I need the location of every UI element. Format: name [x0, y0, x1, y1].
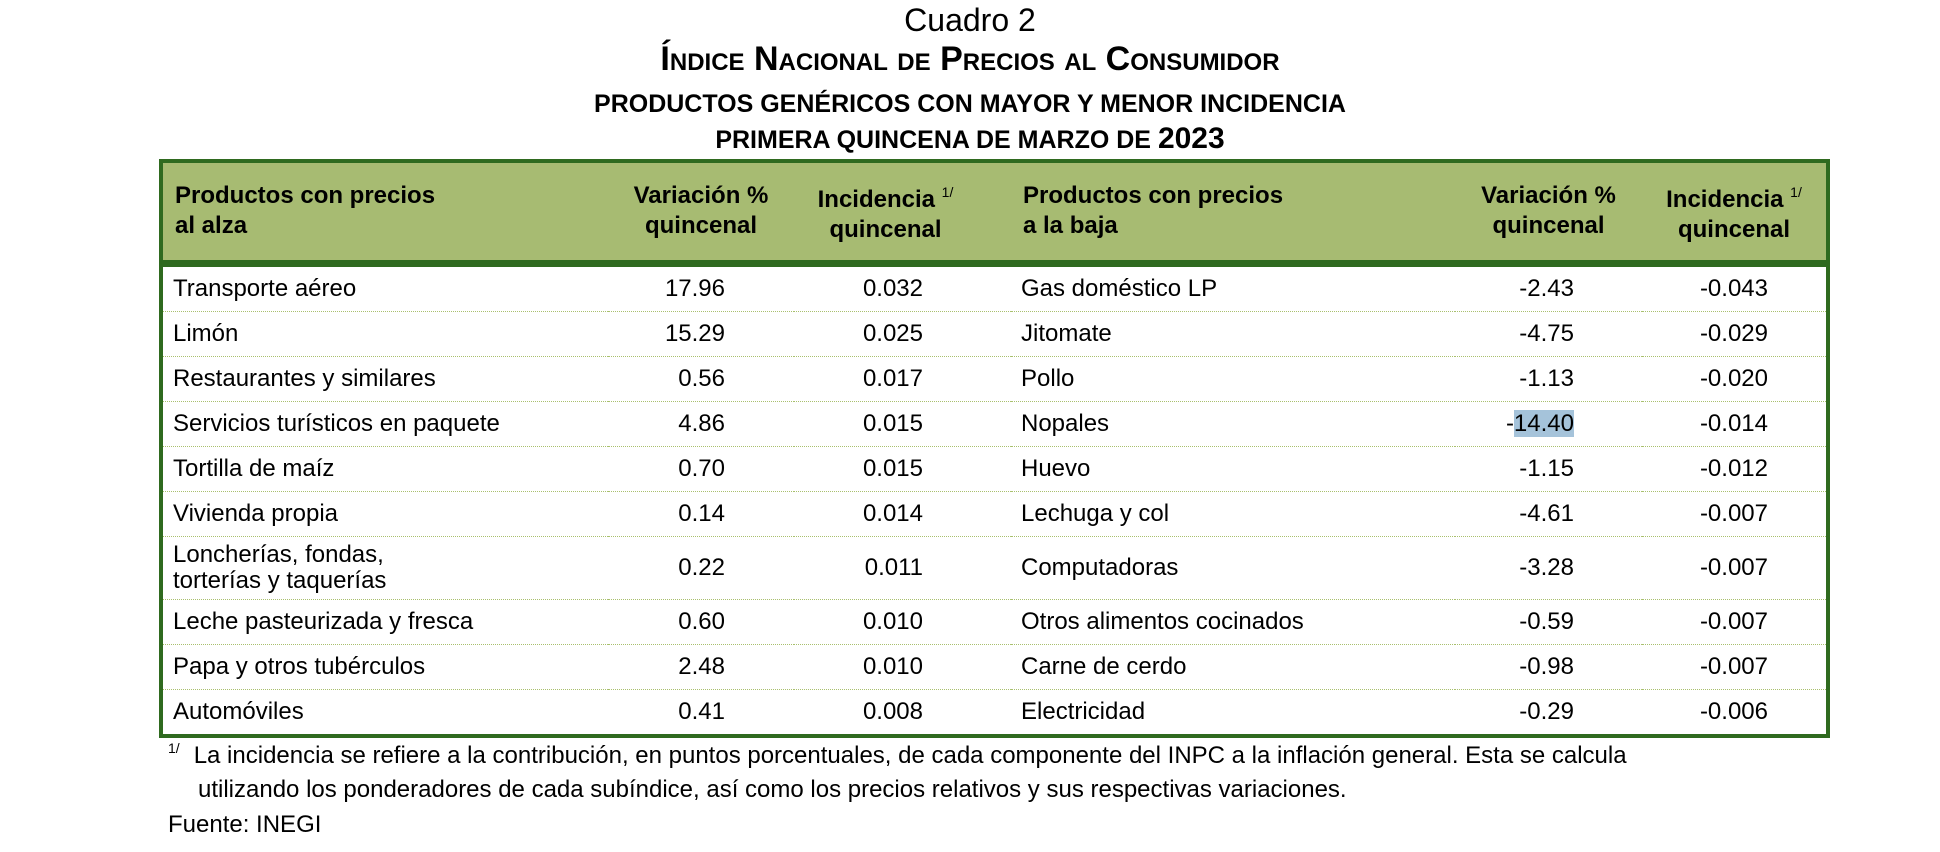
down-incidence-cell: -0.014 — [1642, 401, 1828, 447]
up-incidence-cell: 0.032 — [794, 263, 1011, 312]
period-year: 2023 — [1157, 122, 1225, 155]
down-variation-cell: -14.40 — [1455, 401, 1642, 447]
up-variation-cell: 0.60 — [608, 599, 794, 645]
up-product-cell: Leche pasteurizada y fresca — [161, 599, 608, 645]
table-row: Transporte aéreo 17.96 0.032 Gas doméstico … — [161, 263, 1828, 312]
up-incidence-cell: 0.017 — [794, 356, 1011, 402]
down-incidence-cell: -0.007 — [1642, 644, 1828, 690]
header-down-incidence: Incidencia 1/quincenal — [1666, 184, 1802, 244]
up-variation-cell: 15.29 — [608, 311, 794, 357]
source-note: Fuente: INEGI — [168, 811, 322, 838]
down-product-cell: Lechuga y col — [1011, 491, 1455, 537]
up-product-cell: Transporte aéreo — [161, 263, 608, 312]
down-variation-cell: -4.75 — [1455, 311, 1642, 357]
down-variation-cell: -1.15 — [1455, 446, 1642, 492]
table-number: Cuadro 2 — [904, 2, 1036, 38]
footnote-mark: 1/ — [168, 740, 180, 756]
up-variation-cell: 17.96 — [608, 263, 794, 312]
up-product-cell: Automóviles — [173, 697, 304, 725]
down-incidence-cell: -0.020 — [1642, 356, 1828, 402]
down-product-cell: Gas doméstico LP — [1011, 263, 1455, 312]
table-row: Restaurantes y similares 0.56 0.017 Pollo -1… — [161, 356, 1828, 402]
up-incidence-cell: 0.011 — [794, 536, 1011, 600]
subtitle: PRODUCTOS GENÉRICOS CON MAYOR Y MENOR IN… — [594, 90, 1346, 118]
up-variation-cell: 2.48 — [608, 644, 794, 690]
period-text: PRIMERA QUINCENA DE MARZO DE — [715, 126, 1151, 154]
table-row: Tortilla de maíz 0.70 0.015 Huevo -1.15 -0.01… — [161, 446, 1828, 492]
up-product-cell: Restaurantes y similares — [161, 356, 608, 402]
period-subtitle: PRIMERA QUINCENA DE MARZO DE 2023 — [0, 122, 1940, 156]
down-variation-cell: -0.29 — [1519, 697, 1574, 725]
up-incidence-cell: 0.015 — [794, 401, 1011, 447]
down-product-cell: Computadoras — [1011, 536, 1455, 600]
footnote-line-2: utilizando los ponderadores de cada subí… — [198, 776, 1347, 803]
table-row: Loncherías, fondas, torterías y taquería… — [161, 536, 1828, 600]
down-product-cell: Carne de cerdo — [1011, 644, 1455, 690]
up-product-cell: Servicios turísticos en paquete — [161, 401, 608, 447]
down-product-cell: Jitomate — [1011, 311, 1455, 357]
down-product-cell: Otros alimentos cocinados — [1011, 599, 1455, 645]
down-variation-cell: -0.98 — [1455, 644, 1642, 690]
down-incidence-cell: -0.043 — [1642, 263, 1828, 312]
up-incidence-cell: 0.025 — [794, 311, 1011, 357]
down-incidence-cell: -0.007 — [1642, 536, 1828, 600]
header-up-product: Productos con precios al alza — [175, 182, 436, 240]
table-row: Automóviles 0.41 0.008 Electricidad -0.29 -0.… — [161, 689, 1828, 736]
up-variation-cell: 0.56 — [608, 356, 794, 402]
table-header-row: Productos con precios al alza Variación %… — [161, 161, 1828, 263]
down-incidence-cell: -0.006 — [1699, 697, 1768, 725]
down-variation-cell: -0.59 — [1455, 599, 1642, 645]
up-product-cell: Limón — [161, 311, 608, 357]
table-row: Leche pasteurizada y fresca 0.60 0.010 Otro… — [161, 599, 1828, 645]
up-product-cell: Vivienda propia — [161, 491, 608, 537]
up-incidence-cell: 0.010 — [794, 599, 1011, 645]
up-product-cell: Papa y otros tubérculos — [161, 644, 608, 690]
table-row: Papa y otros tubérculos 2.48 0.010 Carne de… — [161, 644, 1828, 690]
header-down-variation: Variación % quincenal — [1481, 182, 1616, 240]
table-row: Limón 15.29 0.025 Jitomate -4.75 -0.029 — [161, 311, 1828, 357]
down-product-cell: Pollo — [1011, 356, 1455, 402]
up-variation-cell: 0.70 — [608, 446, 794, 492]
footnote-line-1: 1/La incidencia se refiere a la contribu… — [168, 740, 1627, 769]
up-product-cell: Tortilla de maíz — [161, 446, 608, 492]
header-down-product: Productos con precios a la baja — [1023, 182, 1284, 240]
down-incidence-cell: -0.029 — [1642, 311, 1828, 357]
up-variation-cell: 0.41 — [678, 697, 725, 725]
down-product-cell: Huevo — [1011, 446, 1455, 492]
down-variation-cell: -3.28 — [1455, 536, 1642, 600]
up-incidence-cell: 0.015 — [794, 446, 1011, 492]
down-variation-cell: -2.43 — [1455, 263, 1642, 312]
header-up-incidence: Incidencia 1/quincenal — [817, 184, 954, 244]
down-variation-cell: -1.13 — [1455, 356, 1642, 402]
down-incidence-cell: -0.007 — [1642, 599, 1828, 645]
incidence-table: Productos con precios al alza Variación %… — [159, 159, 1830, 738]
selected-text-highlight: -14.40 — [1505, 409, 1574, 437]
up-product-cell: Loncherías, fondas, torterías y taquería… — [161, 536, 608, 600]
up-variation-cell: 0.14 — [608, 491, 794, 537]
down-incidence-cell: -0.012 — [1642, 446, 1828, 492]
down-product-cell: Nopales — [1011, 401, 1455, 447]
table-row: Vivienda propia 0.14 0.014 Lechuga y col -4.… — [161, 491, 1828, 537]
up-variation-cell: 0.22 — [608, 536, 794, 600]
down-incidence-cell: -0.007 — [1642, 491, 1828, 537]
up-incidence-cell: 0.014 — [794, 491, 1011, 537]
up-incidence-cell: 0.010 — [794, 644, 1011, 690]
page-title: Índice Nacional de Precios al Consumidor — [660, 40, 1280, 78]
down-variation-cell: -4.61 — [1455, 491, 1642, 537]
down-product-cell: Electricidad — [1021, 697, 1146, 725]
table-row: Servicios turísticos en paquete 4.86 0.015… — [161, 401, 1828, 447]
header-up-variation: Variación % quincenal — [633, 182, 769, 240]
up-variation-cell: 4.86 — [608, 401, 794, 447]
up-incidence-cell: 0.008 — [862, 697, 923, 725]
